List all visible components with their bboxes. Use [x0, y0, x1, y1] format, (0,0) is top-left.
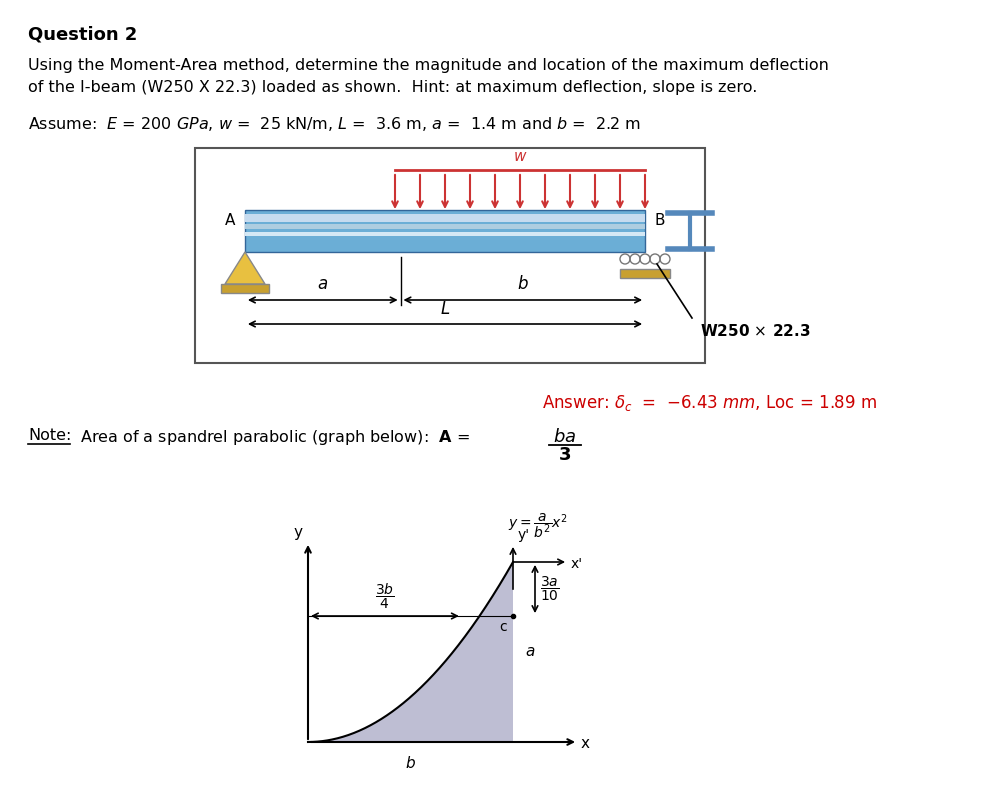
Text: c: c — [499, 620, 507, 634]
Polygon shape — [308, 562, 513, 742]
Bar — [245, 214, 645, 222]
Text: x: x — [581, 737, 590, 752]
Bar — [221, 284, 269, 293]
Bar — [245, 232, 645, 236]
Text: x': x' — [571, 557, 583, 571]
Text: y: y — [294, 525, 303, 540]
Text: Answer: $\delta_c$  =  $-$6.43 $mm$, Loc = 1.89 m: Answer: $\delta_c$ = $-$6.43 $mm$, Loc =… — [543, 393, 878, 413]
Text: W250 $\times$ 22.3: W250 $\times$ 22.3 — [700, 323, 810, 339]
Bar — [245, 224, 645, 229]
Text: $L$: $L$ — [439, 300, 450, 318]
Text: $y = \dfrac{a}{b^2}x^2$: $y = \dfrac{a}{b^2}x^2$ — [508, 511, 567, 540]
Text: Area of a spandrel parabolic (graph below):  $\mathbf{A}$ =: Area of a spandrel parabolic (graph belo… — [75, 428, 471, 447]
Text: $\dfrac{3b}{4}$: $\dfrac{3b}{4}$ — [375, 582, 395, 611]
Bar — [620, 269, 670, 278]
Polygon shape — [225, 252, 265, 284]
Text: b: b — [406, 756, 416, 771]
Text: 3: 3 — [558, 446, 571, 464]
Text: Assume:  $E$ = 200 $GPa$, $w$ =  25 kN/m, $L$ =  3.6 m, $a$ =  1.4 m and $b$ =  : Assume: $E$ = 200 $GPa$, $w$ = 25 kN/m, … — [28, 115, 641, 133]
Text: y': y' — [518, 528, 530, 542]
Text: $a$: $a$ — [317, 275, 328, 293]
Text: Note:: Note: — [28, 428, 71, 443]
Text: of the I-beam (W250 X 22.3) loaded as shown.  Hint: at maximum deflection, slope: of the I-beam (W250 X 22.3) loaded as sh… — [28, 80, 757, 95]
Text: a: a — [525, 645, 535, 660]
Text: $ba$: $ba$ — [554, 428, 576, 446]
Bar — [195, 148, 705, 363]
Text: $w$: $w$ — [513, 149, 527, 164]
Bar — [245, 210, 645, 252]
Text: Using the Moment-Area method, determine the magnitude and location of the maximu: Using the Moment-Area method, determine … — [28, 58, 829, 73]
Text: B: B — [655, 213, 666, 228]
Text: Question 2: Question 2 — [28, 25, 137, 43]
Text: $\dfrac{3a}{10}$: $\dfrac{3a}{10}$ — [540, 575, 559, 603]
Text: $b$: $b$ — [517, 275, 529, 293]
Text: A: A — [225, 213, 235, 228]
